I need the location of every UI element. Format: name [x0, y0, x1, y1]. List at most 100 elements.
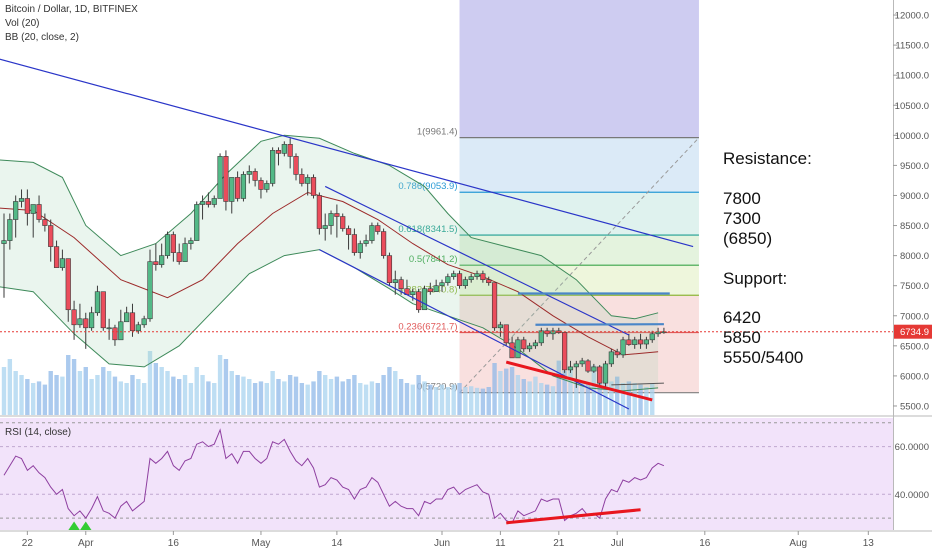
candle-body: [299, 174, 305, 184]
candle-body: [217, 156, 223, 199]
support-level-1: 6420: [723, 308, 761, 327]
candle: [655, 327, 661, 337]
candle: [118, 309, 124, 341]
candle-body: [655, 331, 661, 335]
price-pane[interactable]: 1(9961.4) 0.786(9053.9) 0.618(8341.5) 0.5(7…: [0, 0, 893, 415]
candle-body: [83, 318, 89, 329]
volume-bar: [585, 383, 591, 415]
volume-bar: [188, 383, 194, 415]
candle: [316, 192, 322, 235]
candle-body: [497, 324, 504, 329]
volume-bar: [632, 383, 637, 415]
volume-bar: [533, 376, 538, 415]
volume-bar: [486, 387, 491, 415]
candle: [410, 288, 416, 301]
candle: [235, 171, 241, 202]
candle: [270, 147, 276, 187]
volume-bar: [615, 376, 620, 415]
volume-bar: [498, 371, 503, 415]
candle-body: [235, 177, 241, 199]
candle-body: [258, 180, 264, 190]
volume-bar: [562, 371, 567, 415]
volume-bar: [252, 383, 258, 415]
candle-body: [275, 150, 282, 154]
candle: [71, 300, 77, 340]
candle-body: [322, 225, 328, 229]
bb-basis-line: [0, 191, 659, 356]
candle: [299, 168, 305, 187]
candle: [199, 195, 206, 220]
rsi-legend[interactable]: RSI (14, close): [5, 427, 72, 438]
volume-bar: [638, 384, 643, 415]
volume-bar: [229, 371, 234, 415]
candle: [608, 348, 614, 367]
support-line: [611, 382, 664, 386]
candle: [562, 332, 568, 373]
time-tick-label: Jun: [434, 538, 450, 549]
rsi-pane[interactable]: [0, 418, 893, 530]
candle-body: [521, 339, 527, 350]
candle: [392, 270, 398, 295]
rsi-tick-label: 60.0000: [895, 442, 929, 453]
resistance-heading: Resistance:: [723, 149, 812, 168]
candle: [13, 195, 19, 238]
long-downtrend-line: [0, 58, 694, 248]
candle-body: [620, 339, 626, 356]
fib-level-label: 0.236(6721.7): [398, 321, 457, 332]
candle: [328, 210, 334, 235]
volume-bar: [200, 375, 205, 415]
candle: [1, 213, 7, 298]
volume-bar: [147, 351, 153, 415]
time-tick-label: 21: [553, 538, 565, 549]
time-tick-label: 14: [331, 538, 343, 549]
candle-body: [7, 219, 13, 241]
volume-bar: [334, 376, 340, 415]
resistance-line-6850: [535, 323, 664, 326]
volume-bar: [323, 375, 328, 415]
candle-body: [147, 261, 153, 320]
candle-body: [13, 201, 19, 220]
volume-bar: [474, 387, 480, 415]
volume-legend[interactable]: Vol (20): [5, 18, 40, 29]
candle: [427, 282, 433, 295]
time-tick-label: 16: [699, 538, 711, 549]
volume-bar: [363, 384, 369, 415]
candle-body: [427, 288, 433, 293]
candle-body: [532, 342, 539, 347]
candle-body: [112, 327, 118, 341]
candle-body: [53, 246, 60, 268]
volume-bar: [352, 375, 357, 415]
channel-upper-line: [324, 185, 630, 336]
candle: [36, 195, 42, 223]
candle: [24, 189, 30, 226]
candle: [620, 336, 626, 358]
support-level-2: 5850: [723, 328, 761, 347]
candle-body: [334, 213, 340, 217]
volume-bar: [118, 381, 123, 415]
candle-body: [141, 318, 147, 326]
volume-bar: [556, 360, 561, 415]
volume-bar: [124, 383, 129, 415]
candle: [491, 282, 498, 331]
fib-level-label: 0.786(9053.9): [398, 181, 457, 192]
symbol-legend[interactable]: Bitcoin / Dollar, 1D, BITFINEX: [5, 4, 138, 15]
candle: [451, 270, 457, 280]
candle-body: [579, 360, 585, 365]
candle-body: [515, 339, 521, 359]
candle: [112, 324, 118, 346]
time-tick-label: 11: [495, 538, 506, 549]
volume-bar: [282, 381, 287, 415]
current-price-label: 6734.9: [900, 327, 929, 338]
candle-body: [602, 363, 609, 384]
volume-bar: [311, 381, 316, 415]
candle-body: [363, 240, 369, 244]
volume-bar: [1, 367, 7, 415]
candle-body: [246, 171, 252, 175]
volume-bar: [603, 375, 608, 415]
volume-bar: [165, 371, 170, 415]
fib-level-label: 0.618(8341.5): [398, 224, 457, 235]
price-tick-label: 6000.0: [900, 371, 929, 382]
bollinger-legend[interactable]: BB (20, close, 2): [5, 32, 79, 43]
candle: [445, 273, 451, 286]
volume-bar: [194, 367, 199, 415]
